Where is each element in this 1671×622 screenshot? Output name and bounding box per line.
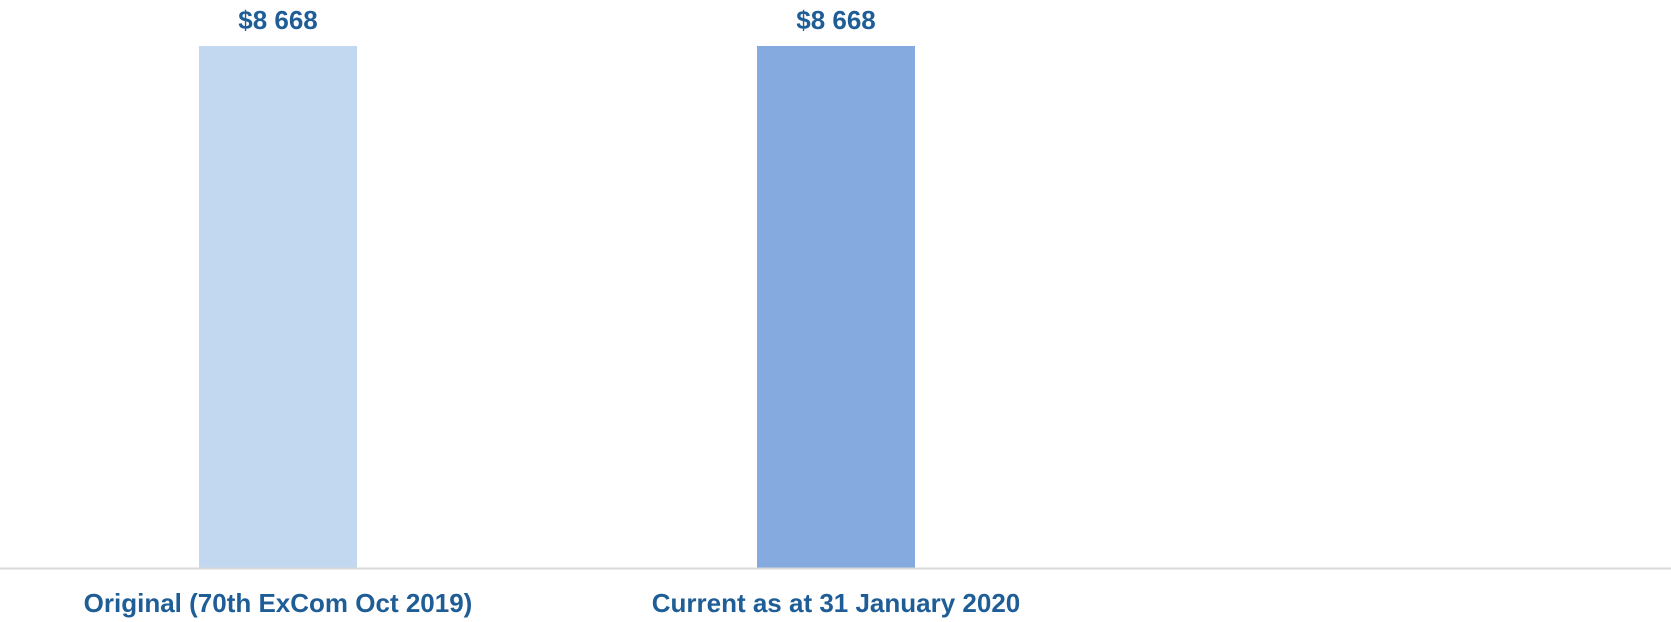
data-label-0: $8 668	[238, 5, 318, 35]
bar-0	[199, 46, 357, 568]
category-label-0: Original (70th ExCom Oct 2019)	[84, 588, 473, 618]
bar-1	[757, 46, 915, 568]
data-label-1: $8 668	[796, 5, 876, 35]
category-label-1: Current as at 31 January 2020	[652, 588, 1021, 618]
